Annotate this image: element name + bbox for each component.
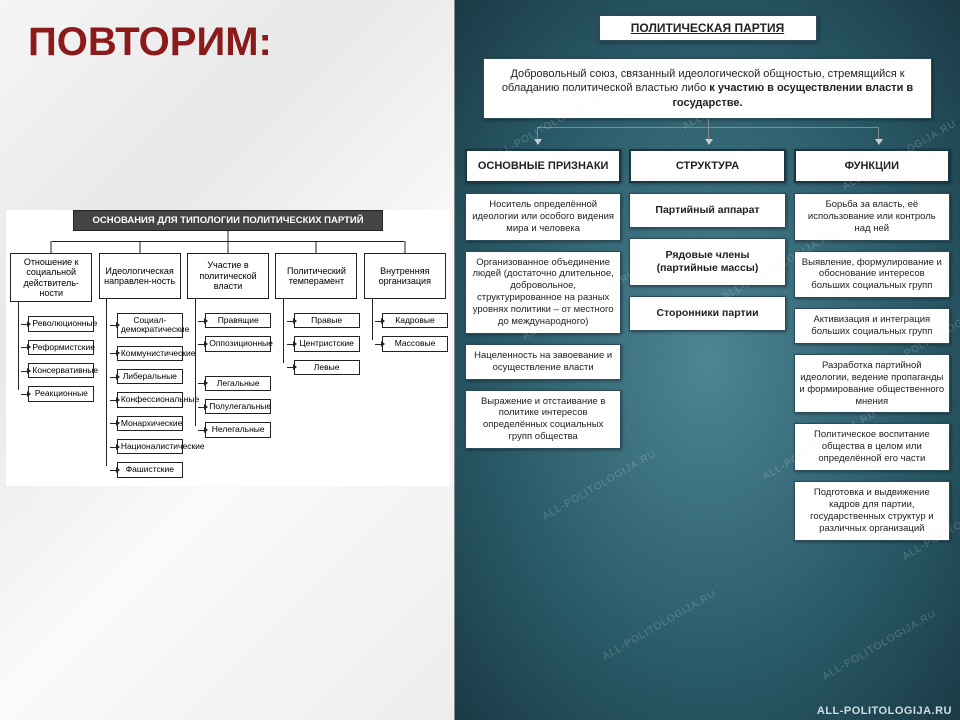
typology-col-4: Внутренняя организация Кадровые Массовые	[362, 253, 448, 478]
party-box: Сторонники партии	[629, 296, 785, 331]
typology-col-head: Внутренняя организация	[364, 253, 446, 299]
typology-col-head: Отношение к социальной действитель-ности	[10, 253, 92, 302]
watermark-text: ALL-POLITOLOGIJA.RU	[821, 608, 939, 682]
left-pane: ПОВТОРИМ: ОСНОВАНИЯ ДЛЯ ТИПОЛОГИИ ПОЛИТИ…	[0, 0, 454, 720]
typology-item: Фашистские	[117, 462, 183, 477]
typology-item: Оппозиционные	[205, 336, 271, 351]
typology-item: Националистические	[117, 439, 183, 454]
typology-col-head: Участие в политической власти	[187, 253, 269, 299]
typology-sublist: Кадровые Массовые	[362, 313, 448, 352]
party-box: Нацеленность на завоевание и осуществлен…	[465, 344, 621, 380]
typology-item: Либеральные	[117, 369, 183, 384]
typology-item: Правые	[294, 313, 360, 328]
typology-item: Кадровые	[382, 313, 448, 328]
typology-columns: Отношение к социальной действитель-ности…	[6, 231, 450, 478]
typology-item: Революционные	[28, 316, 94, 331]
typology-col-head: Идеологическая направлен-ность	[99, 253, 181, 299]
typology-item: Правящие	[205, 313, 271, 328]
page-title: ПОВТОРИМ:	[28, 20, 272, 65]
party-col-head: ОСНОВНЫЕ ПРИЗНАКИ	[465, 149, 621, 183]
typology-item: Центристские	[294, 336, 360, 351]
typology-diagram: ОСНОВАНИЯ ДЛЯ ТИПОЛОГИИ ПОЛИТИЧЕСКИХ ПАР…	[6, 210, 450, 486]
typology-item: Легальные	[205, 376, 271, 391]
party-box: Выражение и отстаивание в политике интер…	[465, 390, 621, 450]
party-box: Разработка партийной идеологии, ведение …	[794, 354, 950, 414]
watermark-text: ALL-POLITOLOGIJA.RU	[601, 588, 719, 662]
party-box: Борьба за власть, её использование или к…	[794, 193, 950, 241]
typology-item: Реформистские	[28, 340, 94, 355]
typology-col-0: Отношение к социальной действитель-ности…	[8, 253, 94, 478]
typology-sublist: Правящие Оппозиционные Легальные Полулегаль…	[185, 313, 271, 438]
typology-sublist: Революционные Реформистские Консервативные…	[8, 316, 94, 401]
typology-item: Монархические	[117, 416, 183, 431]
typology-item: Полулегальные	[205, 399, 271, 414]
typology-col-1: Идеологическая направлен-ность Социал-дем…	[96, 253, 182, 478]
typology-col-head: Политический темперамент	[275, 253, 357, 299]
party-box: Подготовка и выдвижение кадров для парти…	[794, 481, 950, 541]
typology-col-3: Политический темперамент Правые Центристск…	[273, 253, 359, 478]
party-header: ПОЛИТИЧЕСКАЯ ПАРТИЯ	[598, 14, 818, 42]
typology-item: Социал-демократические	[117, 313, 183, 338]
typology-item: Коммунистические	[117, 346, 183, 361]
party-col-head: СТРУКТУРА	[629, 149, 785, 183]
typology-item: Нелегальные	[205, 422, 271, 437]
typology-item: Массовые	[382, 336, 448, 351]
party-box: Носитель определённой идеологии или особ…	[465, 193, 621, 241]
typology-col-2: Участие в политической власти Правящие Опп…	[185, 253, 271, 478]
party-col-1: СТРУКТУРАПартийный аппаратРядовые члены …	[629, 149, 785, 541]
typology-item: Левые	[294, 360, 360, 375]
right-pane: ПОЛИТИЧЕСКАЯ ПАРТИЯ Добровольный союз, с…	[454, 0, 960, 720]
typology-sublist: Социал-демократические Коммунистические Ли…	[96, 313, 182, 478]
typology-item: Реакционные	[28, 386, 94, 401]
typology-header: ОСНОВАНИЯ ДЛЯ ТИПОЛОГИИ ПОЛИТИЧЕСКИХ ПАР…	[73, 210, 383, 231]
party-columns: ОСНОВНЫЕ ПРИЗНАКИ Носитель определённой и…	[455, 149, 960, 551]
typology-item: Консервативные	[28, 363, 94, 378]
party-box: Партийный аппарат	[629, 193, 785, 228]
party-box: Выявление, формулирование и обоснование …	[794, 251, 950, 299]
definition-bold: к участию в осуществлении власти в госуд…	[672, 82, 913, 108]
footer-watermark: ALL-POLITOLOGIJA.RU	[817, 705, 952, 717]
typology-item: Конфессиональные	[117, 392, 183, 407]
typology-sublist: Правые Центристские Левые	[273, 313, 359, 375]
